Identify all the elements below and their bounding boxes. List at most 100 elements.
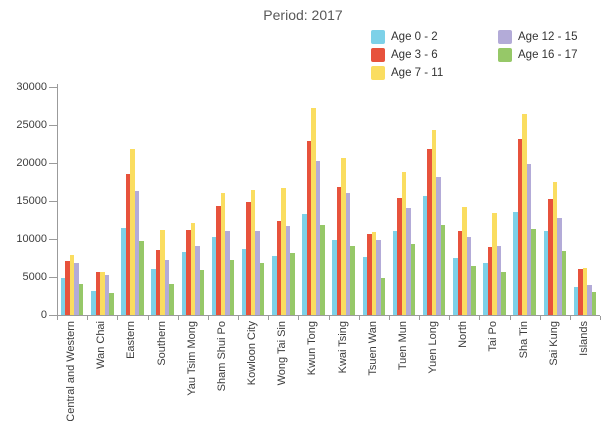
- legend-item-age-7-11[interactable]: Age 7 - 11: [371, 64, 443, 82]
- bar-age-12-15-tai-po[interactable]: [496, 245, 502, 315]
- bar-age-16-17-yau-tsim-mong[interactable]: [199, 270, 204, 315]
- bar-age-0-2-north[interactable]: [453, 258, 458, 315]
- bar-age-12-15-sham-shui-po[interactable]: [225, 230, 230, 315]
- legend-item-age-16-17[interactable]: Age 16 - 17: [498, 46, 577, 64]
- bar-age-7-11-sha-tin[interactable]: [522, 114, 527, 315]
- bar-age-0-2-kwun-tong[interactable]: [302, 213, 307, 315]
- bar-age-12-15-islands[interactable]: [587, 285, 592, 315]
- bar-age-16-17-tuen-mun[interactable]: [410, 244, 416, 315]
- bar-age-0-2-central-and-western[interactable]: [60, 277, 66, 315]
- bar-age-16-17-sai-kung[interactable]: [561, 251, 566, 315]
- bar-age-16-17-kowloon-city[interactable]: [259, 262, 265, 315]
- bar-age-0-2-sham-shui-po[interactable]: [211, 237, 217, 315]
- bar-age-7-11-sai-kung[interactable]: [552, 182, 557, 315]
- bar-age-7-11-north[interactable]: [462, 207, 467, 315]
- bar-age-16-17-central-and-western[interactable]: [78, 283, 84, 315]
- bar-age-16-17-yuen-long[interactable]: [440, 225, 446, 315]
- bar-age-12-15-kowloon-city[interactable]: [255, 231, 260, 315]
- bar-age-12-15-tuen-mun[interactable]: [406, 207, 411, 315]
- bar-age-3-6-kowloon-city[interactable]: [246, 201, 251, 315]
- bar-age-12-15-southern[interactable]: [164, 259, 170, 315]
- legend-item-age-3-6[interactable]: Age 3 - 6: [371, 46, 443, 64]
- bar-age-16-17-tsuen-wan[interactable]: [380, 277, 385, 315]
- bar-age-0-2-wong-tai-sin[interactable]: [272, 256, 277, 315]
- bar-age-12-15-eastern[interactable]: [134, 191, 140, 315]
- x-axis-label-sham-shui-po: Sham Shui Po: [215, 321, 228, 392]
- bar-age-12-15-kwun-tong[interactable]: [315, 160, 321, 315]
- bar-age-3-6-kwun-tong[interactable]: [306, 140, 312, 315]
- bar-age-16-17-north[interactable]: [471, 265, 476, 315]
- legend-label: Age 3 - 6: [391, 49, 438, 61]
- bar-age-7-11-wan-chai[interactable]: [100, 271, 105, 315]
- bar-age-3-6-kwai-tsing[interactable]: [336, 187, 342, 315]
- bar-age-7-11-southern[interactable]: [160, 229, 165, 315]
- bar-age-3-6-sham-shui-po[interactable]: [216, 205, 221, 315]
- bar-age-0-2-kowloon-city[interactable]: [241, 248, 247, 315]
- bar-age-12-15-central-and-western[interactable]: [74, 262, 79, 315]
- bar-age-0-2-tsuen-wan[interactable]: [362, 257, 367, 315]
- x-axis-tick: [328, 316, 330, 320]
- bar-age-0-2-islands[interactable]: [573, 286, 579, 315]
- bar-age-16-17-wong-tai-sin[interactable]: [290, 252, 295, 315]
- bar-age-0-2-tuen-mun[interactable]: [392, 231, 398, 315]
- bar-age-12-15-sha-tin[interactable]: [526, 163, 532, 315]
- bar-age-16-17-sham-shui-po[interactable]: [229, 259, 235, 315]
- bar-age-3-6-wong-tai-sin[interactable]: [276, 220, 281, 315]
- bar-age-12-15-sai-kung[interactable]: [557, 217, 562, 315]
- bar-age-16-17-kwai-tsing[interactable]: [350, 245, 355, 315]
- bar-age-3-6-southern[interactable]: [155, 249, 161, 315]
- bar-age-0-2-kwai-tsing[interactable]: [332, 239, 337, 315]
- x-axis-label-yuen-long: Yuen Long: [427, 321, 440, 374]
- bar-age-12-15-wong-tai-sin[interactable]: [285, 226, 290, 315]
- bar-age-3-6-central-and-western[interactable]: [65, 261, 70, 315]
- bar-age-16-17-sha-tin[interactable]: [531, 229, 536, 315]
- bar-age-12-15-yuen-long[interactable]: [436, 176, 441, 315]
- bar-age-0-2-sha-tin[interactable]: [513, 212, 518, 315]
- bar-age-3-6-eastern[interactable]: [125, 174, 131, 315]
- bar-age-7-11-wong-tai-sin[interactable]: [281, 188, 286, 315]
- bar-age-3-6-sha-tin[interactable]: [517, 138, 523, 315]
- bar-age-7-11-eastern[interactable]: [130, 149, 135, 315]
- bar-age-12-15-tsuen-wan[interactable]: [376, 239, 381, 315]
- bar-age-16-17-islands[interactable]: [591, 292, 597, 315]
- bar-age-0-2-eastern[interactable]: [121, 227, 126, 315]
- bar-age-7-11-kwun-tong[interactable]: [311, 107, 316, 315]
- bar-age-16-17-southern[interactable]: [169, 283, 174, 315]
- legend-item-age-0-2[interactable]: Age 0 - 2: [371, 28, 443, 46]
- bar-age-3-6-yau-tsim-mong[interactable]: [186, 229, 191, 315]
- bar-age-16-17-wan-chai[interactable]: [109, 292, 114, 315]
- bar-age-12-15-wan-chai[interactable]: [104, 274, 109, 315]
- bar-age-0-2-yuen-long[interactable]: [422, 195, 428, 315]
- bar-age-3-6-wan-chai[interactable]: [95, 272, 100, 315]
- bar-age-3-6-tuen-mun[interactable]: [397, 197, 402, 315]
- bar-age-3-6-sai-kung[interactable]: [548, 198, 553, 315]
- bar-age-7-11-tuen-mun[interactable]: [401, 172, 407, 315]
- bar-age-0-2-yau-tsim-mong[interactable]: [181, 251, 186, 315]
- bar-age-7-11-yuen-long[interactable]: [431, 129, 437, 315]
- bar-age-12-15-kwai-tsing[interactable]: [345, 193, 351, 315]
- bar-age-3-6-tsuen-wan[interactable]: [367, 234, 372, 315]
- bar-age-7-11-tai-po[interactable]: [492, 213, 497, 315]
- x-axis-tick: [147, 316, 149, 320]
- bar-age-7-11-islands[interactable]: [582, 267, 588, 315]
- bar-age-7-11-kowloon-city[interactable]: [250, 190, 256, 315]
- bar-age-7-11-yau-tsim-mong[interactable]: [190, 223, 195, 315]
- bar-age-7-11-tsuen-wan[interactable]: [371, 232, 376, 315]
- legend-item-age-12-15[interactable]: Age 12 - 15: [498, 28, 577, 46]
- bar-age-0-2-tai-po[interactable]: [483, 263, 488, 315]
- bar-age-3-6-yuen-long[interactable]: [427, 148, 432, 315]
- bar-age-0-2-southern[interactable]: [151, 269, 156, 315]
- bar-age-7-11-kwai-tsing[interactable]: [341, 157, 346, 315]
- bar-age-16-17-tai-po[interactable]: [501, 272, 506, 315]
- bar-age-16-17-kwun-tong[interactable]: [320, 225, 325, 315]
- bar-age-3-6-north[interactable]: [457, 231, 462, 315]
- bar-age-3-6-tai-po[interactable]: [487, 247, 493, 315]
- bar-age-16-17-eastern[interactable]: [139, 241, 144, 315]
- bar-age-0-2-sai-kung[interactable]: [543, 231, 548, 315]
- bar-age-12-15-yau-tsim-mong[interactable]: [195, 245, 200, 315]
- bar-age-0-2-wan-chai[interactable]: [91, 290, 96, 315]
- bar-age-12-15-north[interactable]: [466, 236, 471, 315]
- bar-age-7-11-central-and-western[interactable]: [69, 254, 75, 315]
- bar-age-7-11-sham-shui-po[interactable]: [220, 192, 226, 315]
- bar-age-3-6-islands[interactable]: [578, 269, 583, 315]
